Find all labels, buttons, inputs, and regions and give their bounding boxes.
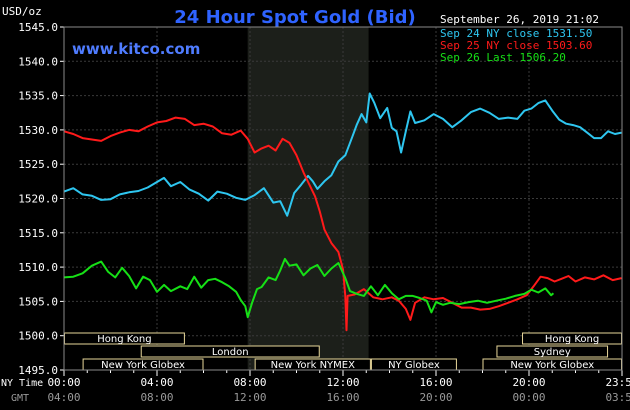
x-tick-label-ny: 00:00 [47, 376, 80, 389]
x-tick-label-gmt: 04:00 [47, 391, 80, 404]
x-tick-label-gmt: 12:00 [233, 391, 266, 404]
series-line-sep-24 [63, 92, 622, 217]
series-line-sep-26 [63, 257, 555, 319]
y-tick-label: 1495.0 [18, 364, 58, 377]
x-tick-label-gmt: 00:00 [512, 391, 545, 404]
x-tick-label-gmt: 03:59 [605, 391, 630, 404]
x-tick-label-gmt: 08:00 [140, 391, 173, 404]
x-tick-label-ny: 16:00 [419, 376, 452, 389]
y-tick-label: 1520.0 [18, 193, 58, 206]
y-tick-label: 1515.0 [18, 227, 58, 240]
x-tick-label-ny: 23:59 [605, 376, 630, 389]
session-boxes-group: Hong Kong London New York Globex New York N… [64, 332, 623, 371]
session-label: New York Globex [510, 360, 594, 371]
x-tick-label-ny: 08:00 [233, 376, 266, 389]
legend-item-sep25: Sep 25 NY close 1503.60 [440, 39, 592, 52]
y-tick-label: 1500.0 [18, 330, 58, 343]
session-label: Sydney [534, 347, 571, 358]
x-row-label-gmt: GMT [11, 393, 29, 404]
legend: Sep 24 NY close 1531.50 Sep 25 NY close … [440, 27, 592, 64]
y-tick-label: 1535.0 [18, 90, 58, 103]
legend-item-sep24: Sep 24 NY close 1531.50 [440, 27, 592, 40]
x-tick-label-ny: 04:00 [140, 376, 173, 389]
x-tick-label-ny: 20:00 [512, 376, 545, 389]
x-tick-label-gmt: 16:00 [326, 391, 359, 404]
series-line-sep-25 [63, 116, 622, 332]
session-label: New York Globex [101, 360, 185, 371]
session-label: New York NYMEX [271, 360, 356, 371]
y-tick-label: 1525.0 [18, 158, 58, 171]
session-label: London [212, 347, 249, 358]
legend-item-sep26: Sep 26 Last 1506.20 [440, 51, 566, 64]
y-tick-label: 1545.0 [18, 21, 58, 34]
y-tick-label: 1540.0 [18, 55, 58, 68]
y-tick-label: 1530.0 [18, 124, 58, 137]
session-box [496, 345, 609, 358]
watermark-url: www.kitco.com [72, 40, 200, 58]
x-tick-label-gmt: 20:00 [419, 391, 452, 404]
chart-title: 24 Hour Spot Gold (Bid) [174, 7, 415, 28]
x-tick-label-ny: 12:00 [326, 376, 359, 389]
y-tick-label: 1510.0 [18, 261, 58, 274]
axis-group: 1545.0 1540.0 1535.0 1530.0 1525.0 1520.0 1515… [18, 21, 630, 404]
x-row-label-ny: NY Time [1, 378, 43, 389]
y-tick-label: 1505.0 [18, 295, 58, 308]
session-box [140, 345, 320, 358]
session-label: Hong Kong [545, 334, 599, 345]
series-group [63, 92, 622, 332]
session-label: Hong Kong [97, 334, 151, 345]
session-label: NY Globex [388, 360, 440, 371]
plot-frame [63, 26, 623, 371]
y-axis-unit-label: USD/oz [2, 5, 42, 18]
date-label: September 26, 2019 21:02 [440, 13, 599, 26]
